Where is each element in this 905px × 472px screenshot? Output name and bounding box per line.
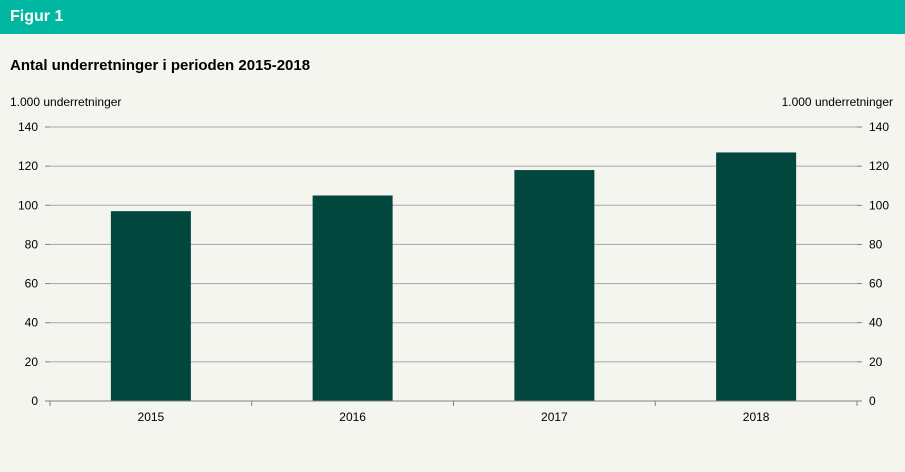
y-tick-label-left: 0	[31, 394, 38, 408]
y-tick-label-left: 80	[25, 237, 39, 251]
y-tick-label-left: 100	[18, 198, 38, 212]
y-tick-label-left: 60	[25, 277, 39, 291]
y-tick-label-right: 20	[869, 355, 883, 369]
bar-2015	[110, 211, 191, 401]
y-tick-label-left: 40	[25, 316, 39, 330]
chart-title: Antal underretninger i perioden 2015-201…	[10, 57, 311, 74]
y-tick-label-right: 80	[869, 237, 883, 251]
y-tick-label-right: 40	[869, 316, 883, 330]
figure-header-bar	[0, 0, 905, 34]
y-tick-label-right: 100	[869, 198, 889, 212]
x-tick-label: 2016	[339, 410, 366, 424]
y-tick-label-left: 120	[18, 159, 38, 173]
y-tick-label-right: 0	[869, 394, 876, 408]
bar-2016	[312, 195, 393, 401]
y-tick-label-right: 140	[869, 120, 889, 134]
x-tick-label: 2015	[138, 410, 165, 424]
left-axis-unit-label: 1.000 underretninger	[10, 95, 122, 109]
y-tick-label-right: 120	[869, 159, 889, 173]
figure-label: Figur 1	[10, 8, 64, 25]
y-tick-label-right: 60	[869, 277, 883, 291]
y-tick-label-left: 20	[25, 355, 39, 369]
bar-2017	[514, 170, 595, 401]
y-tick-label-left: 140	[18, 120, 38, 134]
x-tick-label: 2017	[541, 410, 568, 424]
bar-2018	[716, 152, 797, 401]
right-axis-unit-label: 1.000 underretninger	[781, 95, 893, 109]
x-tick-label: 2018	[743, 410, 770, 424]
